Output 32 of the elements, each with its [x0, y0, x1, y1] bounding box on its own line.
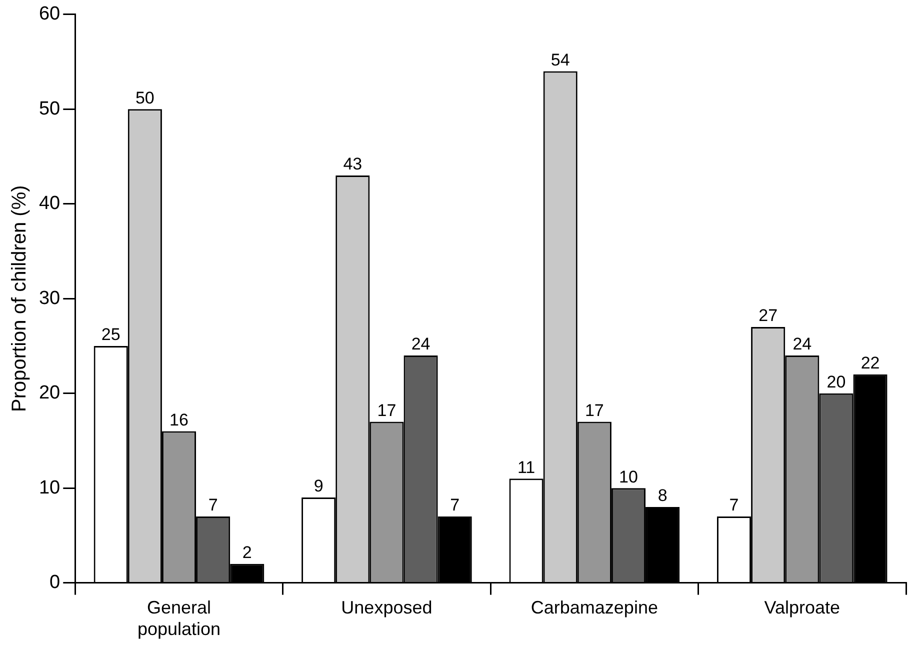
data-label: 7	[208, 496, 218, 515]
data-label: 11	[517, 458, 536, 477]
y-tick-label: 20	[38, 382, 60, 404]
data-label: 9	[314, 476, 324, 496]
data-label: 54	[550, 50, 570, 70]
y-tick-label: 0	[50, 572, 60, 594]
data-label: 10	[619, 467, 638, 486]
data-label: 25	[101, 325, 120, 344]
data-label: 2	[242, 543, 252, 562]
data-label: 24	[411, 334, 430, 354]
data-label: 17	[584, 400, 604, 420]
y-tick-label: 10	[38, 477, 60, 498]
y-tick-label: 40	[38, 193, 60, 214]
data-label: 50	[135, 88, 154, 108]
data-label: 27	[758, 306, 778, 326]
y-tick-label: 30	[38, 288, 60, 309]
data-label: 24	[792, 334, 812, 354]
x-tick-label: General population	[137, 598, 221, 640]
data-label: 8	[658, 486, 668, 506]
data-label: 22	[860, 354, 880, 373]
data-label: 17	[377, 400, 396, 420]
data-label: 16	[170, 410, 188, 430]
data-label: 7	[729, 496, 739, 515]
x-tick-label: Carbamazepine	[530, 598, 658, 618]
data-label: 43	[343, 154, 362, 174]
data-label: 20	[826, 372, 846, 392]
y-tick-label: 50	[38, 98, 60, 120]
x-tick-label: Unexposed	[341, 598, 432, 618]
x-tick-label: Valproate	[764, 598, 840, 618]
y-tick-label: 60	[38, 4, 60, 25]
y-axis-title: Proportion of children (%)	[8, 185, 31, 412]
data-label: 7	[450, 496, 460, 515]
